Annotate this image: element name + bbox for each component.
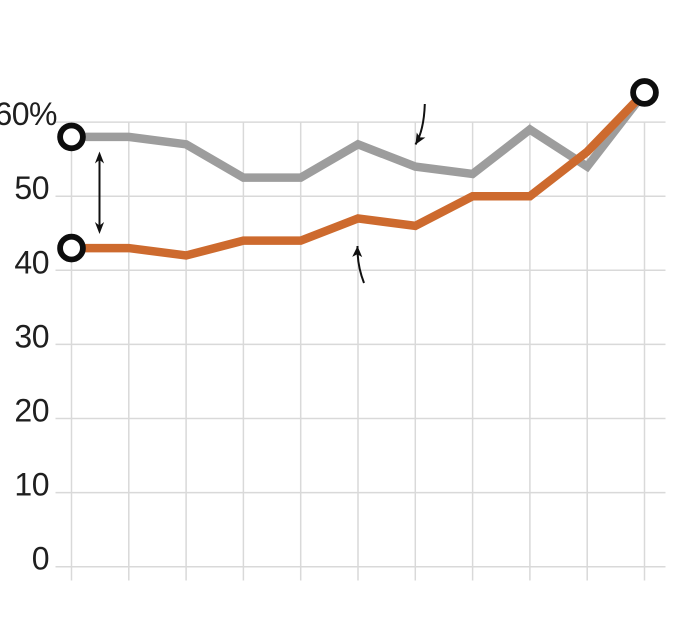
- series-lower-orange-line: [71, 89, 648, 260]
- start-gap-double-arrow-head-bottom: [94, 222, 105, 234]
- arrow-to-upper-line: [414, 103, 426, 146]
- start-gap-double-arrow-head-top: [94, 151, 105, 164]
- series-upper-gray-line: [71, 89, 648, 182]
- y-tick-label: 50: [14, 170, 49, 206]
- y-tick-label: 10: [14, 467, 49, 503]
- y-tick-label: 40: [14, 244, 49, 280]
- chart-root: 60% 50 40 30 20 10 0: [0, 78, 666, 581]
- y-tick-label: 30: [14, 318, 49, 354]
- shared-end-marker: [630, 78, 659, 107]
- y-tick-label: 0: [32, 541, 49, 577]
- arrow-to-lower-line: [352, 245, 365, 284]
- upper-start-marker: [57, 122, 86, 152]
- y-tick-label: 60%: [0, 96, 57, 132]
- lower-start-marker: [57, 233, 86, 263]
- y-tick-label: 20: [14, 393, 49, 429]
